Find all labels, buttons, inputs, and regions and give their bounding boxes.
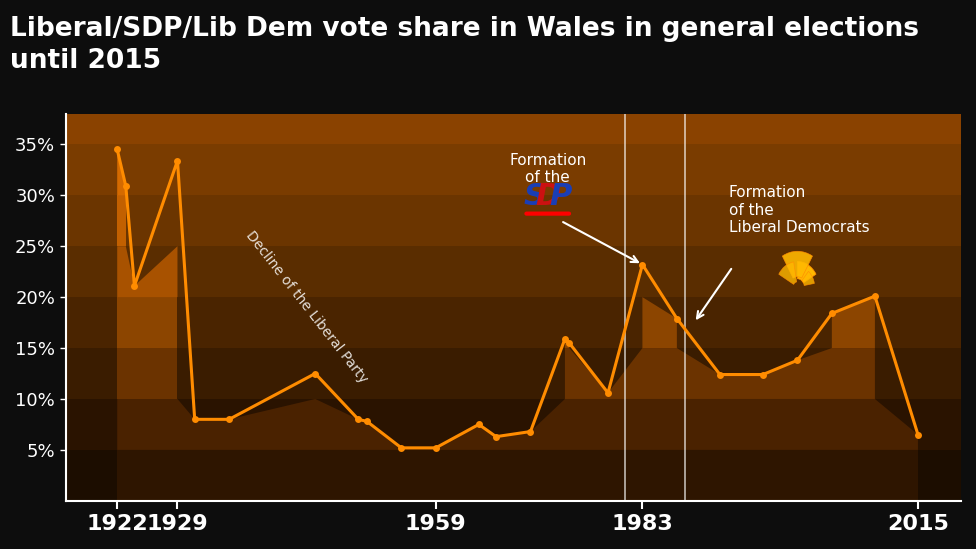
Point [911, 430, 926, 439]
Point [393, 444, 409, 452]
Text: Formation
of the: Formation of the [509, 153, 587, 185]
Bar [65, 297, 961, 348]
Wedge shape [802, 271, 814, 285]
Wedge shape [797, 261, 816, 283]
Point [170, 156, 185, 165]
Point [523, 427, 539, 436]
Point [755, 370, 771, 379]
Point [427, 444, 443, 452]
Wedge shape [779, 262, 796, 284]
Wedge shape [783, 251, 812, 278]
Point [127, 282, 142, 290]
Point [600, 389, 616, 397]
Bar [65, 450, 961, 501]
Point [307, 369, 323, 378]
Point [186, 415, 202, 424]
Point [561, 339, 577, 348]
Text: P: P [549, 182, 572, 211]
Bar [65, 348, 961, 399]
Point [118, 182, 134, 191]
Point [350, 415, 366, 424]
Text: Formation
of the
Liberal Democrats: Formation of the Liberal Democrats [728, 185, 870, 235]
Point [790, 356, 805, 365]
Bar [65, 246, 961, 297]
Point [634, 260, 650, 269]
Point [109, 145, 125, 154]
Text: Liberal/SDP/Lib Dem vote share in Wales in general elections
until 2015: Liberal/SDP/Lib Dem vote share in Wales … [10, 16, 918, 75]
Point [867, 292, 882, 300]
Point [488, 432, 504, 441]
Point [557, 334, 573, 343]
Point [359, 417, 375, 426]
Text: D: D [535, 182, 560, 211]
Text: Decline of the Liberal Party: Decline of the Liberal Party [243, 228, 370, 386]
Bar [65, 93, 961, 144]
Text: S: S [524, 182, 546, 211]
Point [670, 314, 685, 323]
Bar [65, 144, 961, 195]
Point [471, 420, 487, 429]
Bar [65, 195, 961, 246]
Point [712, 370, 728, 379]
Point [222, 415, 237, 424]
Point [824, 309, 839, 318]
Bar [65, 399, 961, 450]
